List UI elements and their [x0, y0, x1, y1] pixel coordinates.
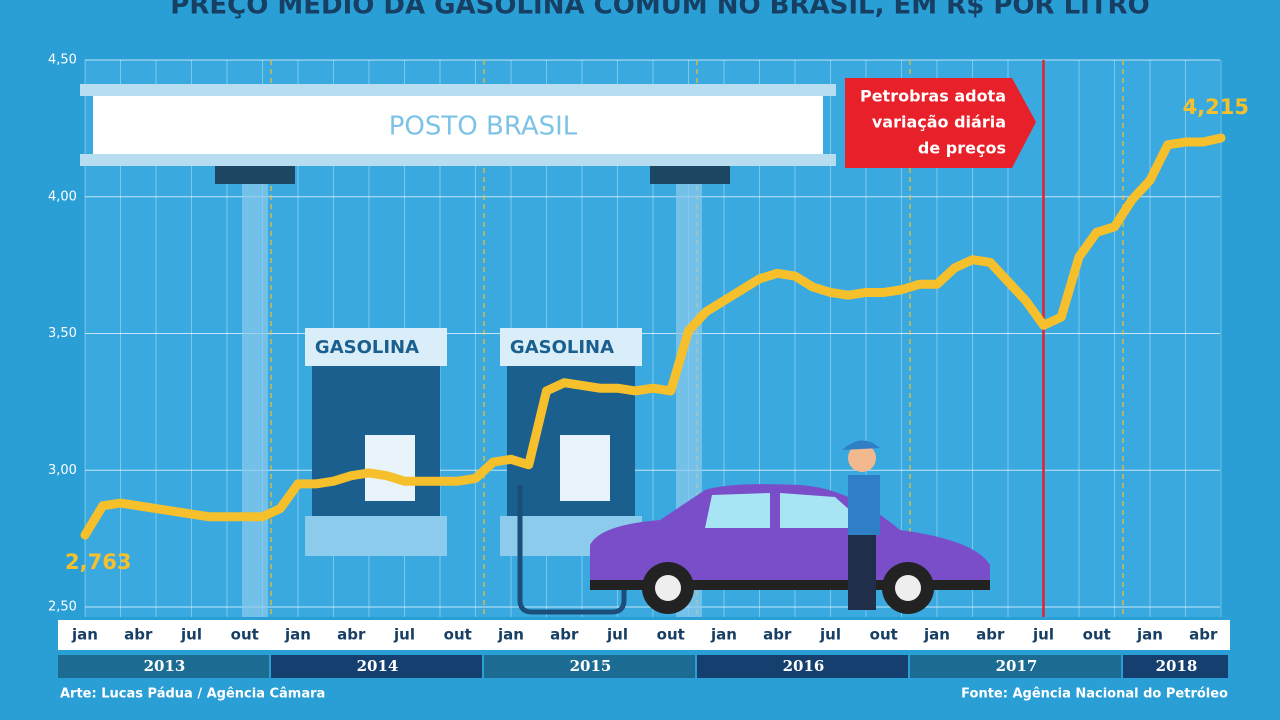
canopy [80, 84, 836, 96]
pump-base [305, 516, 447, 556]
canopy-sign [93, 96, 823, 154]
year-label: 2018 [1156, 657, 1198, 675]
y-tick-label: 3,50 [48, 326, 77, 341]
x-tick-label: out [444, 626, 472, 644]
credit: Arte: Lucas Pádua / Agência Câmara [60, 687, 325, 702]
pump-top [500, 328, 642, 366]
annotation-text: de preços [918, 139, 1006, 158]
pump-screen [365, 435, 415, 501]
data-label: 2,763 [65, 550, 131, 574]
hub [895, 575, 921, 601]
attendant-head [848, 444, 876, 472]
attendant-cap [842, 440, 880, 450]
canopy [80, 154, 836, 166]
beam [650, 166, 730, 184]
x-tick-label: jul [606, 626, 628, 644]
x-tick-label: out [1083, 626, 1111, 644]
x-tick-label: jul [1032, 626, 1054, 644]
year-band [58, 655, 269, 678]
attendant-legs [848, 535, 876, 610]
x-tick-label: jan [71, 626, 98, 644]
x-tick-label: jul [180, 626, 202, 644]
chart-title: PREÇO MÉDIO DA GASOLINA COMUM NO BRASIL,… [170, 0, 1149, 21]
car [590, 484, 990, 585]
x-tick-label: abr [1189, 626, 1218, 644]
year-band [271, 655, 482, 678]
sign-text: POSTO BRASIL [389, 112, 578, 142]
x-tick-label: abr [976, 626, 1005, 644]
x-tick-label: out [657, 626, 685, 644]
hub [655, 575, 681, 601]
x-tick-label: abr [337, 626, 366, 644]
year-label: 2013 [144, 657, 186, 675]
car-bumper [590, 580, 990, 590]
x-tick-label: jan [1136, 626, 1163, 644]
year-label: 2016 [783, 657, 825, 675]
y-tick-label: 3,00 [48, 463, 77, 478]
annotation-text: Petrobras adota [860, 87, 1006, 106]
car-window [705, 493, 870, 528]
pump-text: GASOLINA [510, 337, 614, 358]
x-tick-label: jan [284, 626, 311, 644]
x-tick-label: jul [819, 626, 841, 644]
x-axis-strip [58, 620, 1230, 650]
y-tick-label: 4,50 [48, 53, 77, 68]
hose [517, 485, 627, 615]
pump-text: GASOLINA [315, 337, 419, 358]
illustration: POSTO BRASIL GASOLINA GASOLINA [80, 84, 990, 617]
x-tick-label: jul [393, 626, 415, 644]
pump-screen [560, 435, 610, 501]
y-tick-label: 2,50 [48, 600, 77, 615]
x-tick-label: abr [124, 626, 153, 644]
price-line [80, 133, 1226, 540]
year-band [697, 655, 908, 678]
data-label: 4,215 [1183, 95, 1249, 119]
x-tick-label: jan [710, 626, 737, 644]
x-tick-label: out [231, 626, 259, 644]
year-label: 2014 [357, 657, 399, 675]
x-tick-label: jan [923, 626, 950, 644]
beam [215, 166, 295, 184]
x-tick-label: abr [763, 626, 792, 644]
pump-top [305, 328, 447, 366]
x-tick-label: abr [550, 626, 579, 644]
credit: Fonte: Agência Nacional do Petróleo [961, 687, 1228, 702]
attendant-body [848, 475, 880, 535]
y-tick-label: 4,00 [48, 189, 77, 204]
annotation-arrow [845, 78, 1036, 168]
year-band [910, 655, 1121, 678]
year-band [484, 655, 695, 678]
x-tick-label: out [870, 626, 898, 644]
annotation-text: variação diária [872, 113, 1006, 132]
year-band [1123, 655, 1228, 678]
column [242, 184, 268, 617]
x-tick-label: jan [497, 626, 524, 644]
year-label: 2017 [996, 657, 1038, 675]
year-label: 2015 [570, 657, 612, 675]
